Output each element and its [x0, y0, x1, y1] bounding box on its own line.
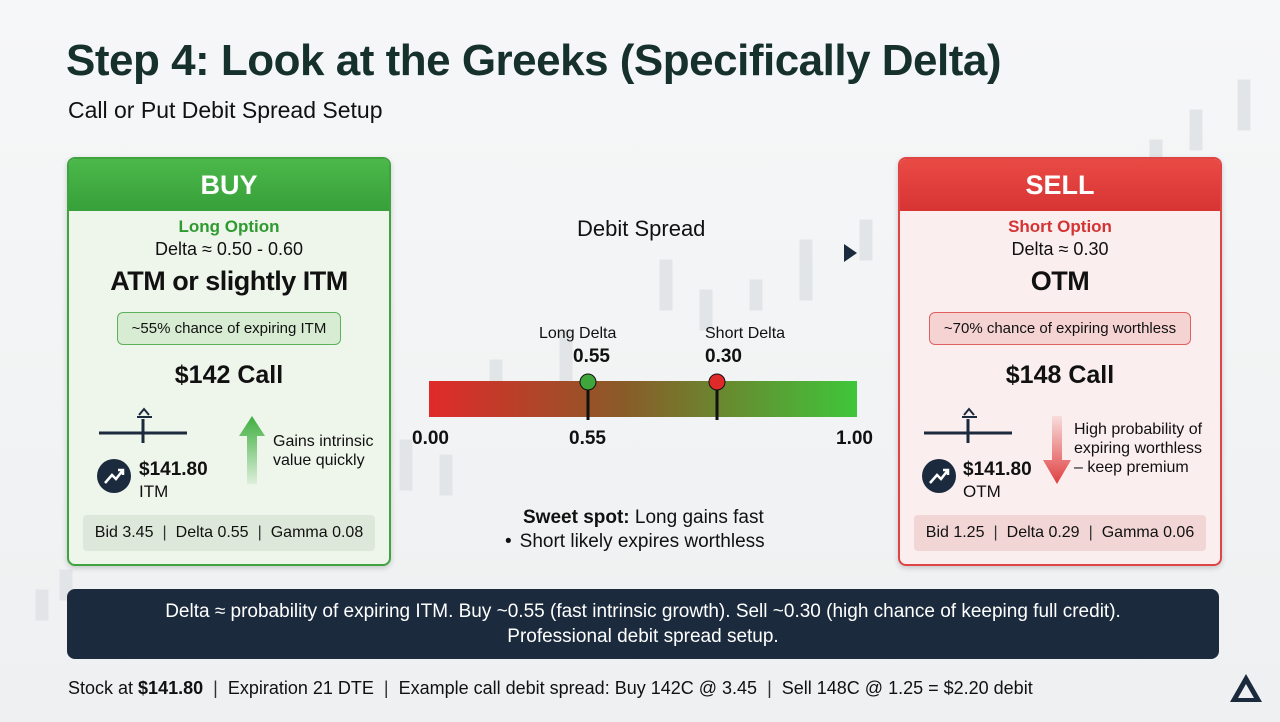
scale-label: 0.55 — [569, 428, 606, 449]
option-kind: Short Option — [1008, 217, 1112, 236]
stat: Bid 3.45 — [94, 524, 154, 541]
chance-pill-wrap: ~70% chance of expiring worthless — [900, 312, 1220, 345]
long-value: 0.55 — [573, 346, 610, 367]
scale-label: 0.00 — [412, 428, 449, 449]
price-tag: ITM — [139, 482, 169, 501]
sweet-spot-label: Sweet spot: — [523, 507, 630, 528]
moneyness: ATM or slightly ITM — [110, 266, 348, 296]
scale-label: 1.00 — [836, 428, 873, 449]
stat: Bid 1.25 — [925, 524, 985, 541]
stats-bar: Bid 1.25 | Delta 0.29 | Gamma 0.06 — [914, 515, 1206, 551]
stats-bar: Bid 3.45 | Delta 0.55 | Gamma 0.08 — [83, 515, 375, 551]
stat: Gamma 0.08 — [270, 524, 364, 541]
bullet: Short likely expires worthless — [519, 531, 765, 552]
price-icon — [922, 407, 1012, 493]
down-arrow — [1043, 416, 1071, 484]
short-label: Short Delta — [705, 325, 786, 342]
chance-pill: ~55% chance of expiring ITM — [116, 312, 342, 345]
price-tag: OTM — [963, 482, 1001, 501]
footer-label: Stock at — [68, 678, 134, 698]
stock-price: $141.80 — [139, 459, 208, 480]
note: Gains intrinsic value quickly — [273, 433, 374, 469]
stat: Delta 0.29 — [1006, 524, 1080, 541]
footer-item: Sell 148C @ 1.25 = $2.20 debit — [781, 678, 1033, 698]
title: Step 4: Look at the Greeks (Specifically… — [66, 36, 1002, 85]
chance-pill-wrap: ~55% chance of expiring ITM — [69, 312, 389, 345]
moneyness: OTM — [1030, 266, 1090, 296]
card-header: SELL — [900, 159, 1220, 211]
sweet-spot: Sweet spot: Long gains fast — [523, 507, 764, 529]
subtitle: Call or Put Debit Spread Setup — [68, 97, 383, 123]
buy-card: BUY Long Option Delta ≈ 0.50 - 0.60 ATM … — [67, 157, 391, 566]
footer-price: $141.80 — [138, 678, 204, 698]
banner-line: Professional debit spread setup. — [507, 626, 779, 647]
up-arrow — [239, 416, 265, 484]
footer-item: Example call debit spread: Buy 142C @ 3.… — [398, 678, 758, 698]
sweet-spot-text: Long gains fast — [634, 507, 764, 528]
strike: $142 Call — [174, 361, 284, 389]
note: High probability of expiring worthless –… — [1074, 421, 1203, 476]
short-value: 0.30 — [705, 346, 742, 367]
delta-scale — [429, 244, 857, 420]
delta-range: Delta ≈ 0.50 - 0.60 — [155, 239, 303, 259]
banner: Delta ≈ probability of expiring ITM. Buy… — [67, 589, 1219, 659]
footer-item: Expiration 21 DTE — [227, 678, 374, 698]
delta-range: Delta ≈ 0.30 — [1011, 239, 1109, 259]
card-header: BUY — [69, 159, 389, 211]
long-label: Long Delta — [539, 325, 617, 342]
bullet-line: • Short likely expires worthless — [505, 531, 765, 552]
chance-pill: ~70% chance of expiring worthless — [928, 312, 1192, 345]
logo — [1230, 674, 1262, 702]
banner-line: Delta ≈ probability of expiring ITM. Buy… — [165, 601, 1121, 622]
option-kind: Long Option — [178, 217, 280, 236]
stat: Gamma 0.06 — [1101, 524, 1195, 541]
footer: Stock at $141.80 | Expiration 21 DTE | Exa… — [68, 678, 1033, 698]
stat: Delta 0.55 — [175, 524, 249, 541]
sell-card: SELL Short Option Delta ≈ 0.30 OTM ~70% … — [898, 157, 1222, 566]
stock-price: $141.80 — [963, 459, 1032, 480]
price-icon — [97, 407, 187, 493]
strike: $148 Call — [1005, 361, 1115, 389]
arrow-label: Debit Spread — [577, 216, 706, 241]
